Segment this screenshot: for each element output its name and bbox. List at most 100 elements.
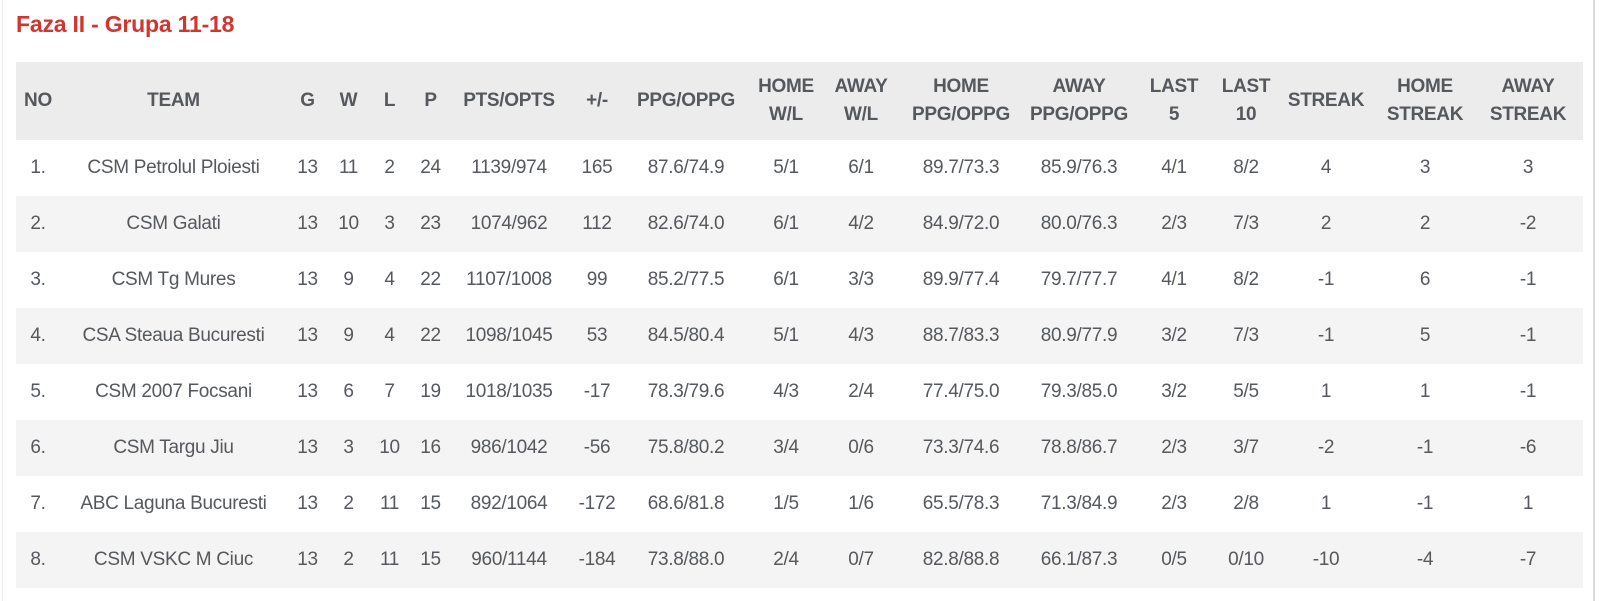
column-header-last-10: LAST 10 [1217,62,1275,140]
cell-pts-opts: 1107/1008 [466,269,552,290]
cell-pts-opts: 986/1042 [451,420,567,476]
cell-away-streak: 3 [1522,157,1534,178]
cell-no: 7. [30,493,46,514]
cell-away-wl: 4/3 [827,308,895,364]
cell-w: 2 [343,493,354,514]
cell-streak: 1 [1320,381,1332,402]
team-name[interactable]: ABC Laguna Bucuresti [80,493,267,514]
team-name[interactable]: CSM VSKC M Ciuc [60,532,287,588]
cell-plus-minus: -56 [567,420,627,476]
cell-away-wl: 4/2 [827,196,895,252]
table-row: 2. CSM Galati 13 10 3 23 1074/962 112 82.6/74.0 6… [16,196,1583,252]
cell-ppg-oppg: 73.8/88.0 [627,532,745,588]
column-header-away-ppg-oppg: AWAY PPG/OPPG [1027,62,1131,140]
cell-ppg-oppg: 78.3/79.6 [647,381,725,402]
cell-g: 13 [297,381,318,402]
cell-g: 13 [297,269,318,290]
cell-home-streak: 2 [1377,196,1473,252]
cell-home-streak: 5 [1377,308,1473,364]
cell-home-streak: 1 [1419,381,1431,402]
cell-away-streak: -1 [1519,381,1537,402]
cell-home-wl: 5/1 [745,308,827,364]
team-name[interactable]: CSM Petrolul Ploiesti [87,157,260,178]
cell-g: 13 [287,420,328,476]
cell-home-streak: 6 [1419,269,1431,290]
team-name[interactable]: CSM Tg Mures [111,269,236,290]
cell-streak: 1 [1320,493,1332,514]
cell-l: 11 [369,532,410,588]
column-header-away-wl: AWAY W/L [827,62,895,140]
cell-l: 4 [384,269,395,290]
cell-last-10: 3/7 [1217,420,1275,476]
cell-g: 13 [287,196,328,252]
column-header-home-streak: HOME STREAK [1377,62,1473,140]
cell-away-streak: -1 [1519,269,1537,290]
cell-g: 13 [297,157,318,178]
table-row: 5. CSM 2007 Focsani 13 6 7 19 1018/1035 -17 78.3… [16,364,1583,420]
table-row: 7. ABC Laguna Bucuresti 13 2 11 15 892/1064 -17… [16,476,1583,532]
cell-last-5: 2/3 [1161,493,1187,514]
team-name[interactable]: CSA Steaua Bucuresti [60,308,287,364]
team-name[interactable]: CSM Galati [60,196,287,252]
column-header-l: L [369,62,410,140]
page-title: Faza II - Grupa 11-18 [16,11,235,37]
table-row: 6. CSM Targu Jiu 13 3 10 16 986/1042 -56 75.8/80… [16,420,1583,476]
cell-last-10: 2/8 [1233,493,1259,514]
cell-p: 24 [420,157,441,178]
cell-away-ppg-oppg: 71.3/84.9 [1040,493,1118,514]
cell-p: 16 [410,420,451,476]
cell-away-ppg-oppg: 80.0/76.3 [1027,196,1131,252]
cell-pts-opts: 1098/1045 [451,308,567,364]
cell-streak: 2 [1275,196,1377,252]
cell-home-wl: 6/1 [773,269,799,290]
cell-plus-minus: -184 [567,532,627,588]
cell-home-wl: 2/4 [745,532,827,588]
cell-away-ppg-oppg: 78.8/86.7 [1027,420,1131,476]
team-name[interactable]: CSM Targu Jiu [60,420,287,476]
cell-plus-minus: 99 [586,269,608,290]
cell-plus-minus: -17 [583,381,611,402]
cell-p: 15 [420,493,441,514]
cell-last-10: 8/2 [1233,269,1259,290]
cell-no: 1. [30,157,46,178]
table-head: NO TEAM G W L P PTS/OPTS +/- PPG/OPPG HOME W/L AWA… [16,62,1583,140]
column-header-home-wl: HOME W/L [745,62,827,140]
cell-last-10: 8/2 [1233,157,1259,178]
cell-l: 7 [384,381,395,402]
cell-l: 10 [369,420,410,476]
team-name[interactable]: CSM 2007 Focsani [95,381,252,402]
cell-home-ppg-oppg: 77.4/75.0 [922,381,1000,402]
cell-pts-opts: 1074/962 [451,196,567,252]
cell-home-ppg-oppg: 65.5/78.3 [922,493,1000,514]
cell-away-streak: 1 [1522,493,1534,514]
cell-p: 19 [420,381,441,402]
cell-last-10: 7/3 [1217,196,1275,252]
cell-streak: -2 [1275,420,1377,476]
cell-away-ppg-oppg: 79.7/77.7 [1040,269,1118,290]
cell-ppg-oppg: 87.6/74.9 [647,157,725,178]
cell-l: 2 [384,157,395,178]
cell-l: 3 [369,196,410,252]
cell-away-wl: 2/4 [848,381,874,402]
cell-no: 4. [16,308,60,364]
cell-streak: -10 [1275,532,1377,588]
cell-g: 13 [297,493,318,514]
cell-streak: -1 [1275,308,1377,364]
column-header-pts-opts: PTS/OPTS [451,62,567,140]
cell-w: 6 [343,381,354,402]
cell-home-ppg-oppg: 82.8/88.8 [895,532,1027,588]
cell-ppg-oppg: 68.6/81.8 [647,493,725,514]
cell-away-streak: -1 [1473,308,1583,364]
cell-p: 15 [410,532,451,588]
cell-w: 11 [338,157,359,178]
column-header-w: W [328,62,369,140]
cell-no: 5. [30,381,46,402]
cell-home-streak: -1 [1377,420,1473,476]
cell-last-10: 7/3 [1217,308,1275,364]
cell-w: 2 [328,532,369,588]
cell-away-wl: 1/6 [848,493,874,514]
right-edge-divider [1593,0,1595,601]
cell-streak: -1 [1317,269,1335,290]
cell-home-ppg-oppg: 89.7/73.3 [922,157,1000,178]
column-header-streak: STREAK [1275,62,1377,140]
